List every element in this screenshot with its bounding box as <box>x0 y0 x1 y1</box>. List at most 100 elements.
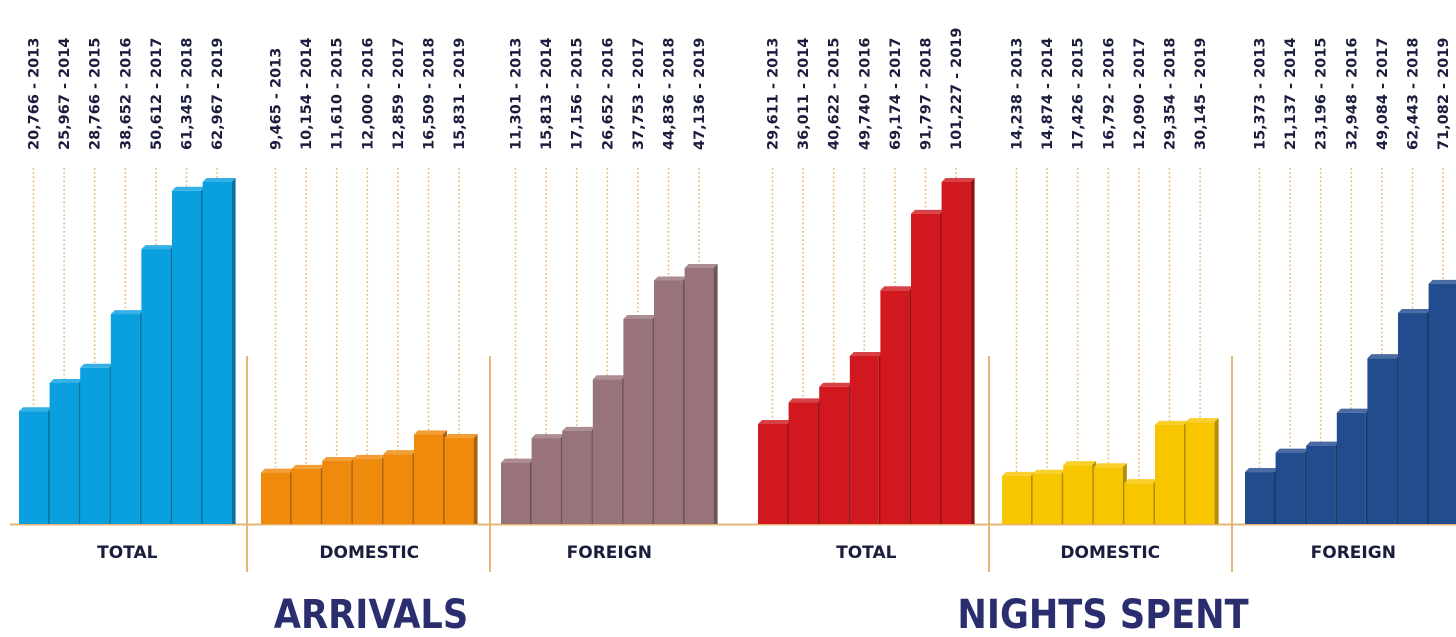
bar <box>684 263 718 524</box>
bar <box>758 419 791 524</box>
bar-front <box>322 460 352 524</box>
bar-top <box>1155 420 1188 425</box>
bar-top <box>788 398 822 403</box>
bar-side <box>970 178 975 524</box>
bar-top <box>880 286 914 291</box>
bar-group-1: 20,766 - 2013 25,967 - 2014 28,766 - 2015 3… <box>19 38 236 563</box>
data-label: 29,354 - 2018 <box>1163 38 1179 150</box>
bar-group-2: 9,465 - 2013 10,154 - 2014 11,610 - 2015 12… <box>261 38 478 563</box>
bar <box>1398 309 1431 524</box>
bar-top <box>19 407 52 412</box>
bar-front <box>880 290 910 524</box>
bar-front <box>141 249 171 524</box>
bar <box>1032 469 1066 524</box>
bar-front <box>1093 467 1123 524</box>
bar-top <box>1306 441 1340 446</box>
bar-top <box>1002 471 1035 476</box>
data-label: 12,859 - 2017 <box>391 38 407 150</box>
data-label: 61,345 - 2018 <box>180 38 196 150</box>
bar-front <box>1367 358 1397 524</box>
bar <box>1306 441 1340 524</box>
bar-front <box>110 314 140 524</box>
data-label: 15,831 - 2019 <box>452 38 468 150</box>
bar <box>562 426 596 524</box>
bar-top <box>49 378 83 383</box>
bar <box>1275 448 1309 524</box>
bar-front <box>383 454 413 524</box>
data-label: 50,612 - 2017 <box>149 38 165 150</box>
data-label: 38,652 - 2016 <box>118 38 134 150</box>
data-label: 101,227 - 2019 <box>949 27 965 150</box>
data-label: 32,948 - 2016 <box>1344 38 1360 150</box>
bar <box>110 310 144 524</box>
bar-top <box>623 314 657 319</box>
bar-top <box>322 456 356 461</box>
data-label: 49,740 - 2016 <box>857 38 873 150</box>
data-label: 36,011 - 2014 <box>796 38 812 150</box>
bar-top <box>941 178 975 182</box>
data-label: 40,622 - 2015 <box>827 38 843 150</box>
bar-front <box>788 402 818 524</box>
bar-front <box>1032 473 1062 524</box>
bar-top <box>1245 468 1278 473</box>
data-label: 91,797 - 2018 <box>919 38 935 150</box>
bar-group-4: 29,611 - 2013 36,011 - 2014 40,622 - 2015 4… <box>758 27 975 563</box>
bar-top <box>1124 479 1158 484</box>
bar-group-5: 14,238 - 2013 14,874 - 2014 17,426 - 2015 1… <box>1002 38 1219 563</box>
bar <box>352 454 386 524</box>
bar-front <box>758 423 787 524</box>
bar-top <box>444 434 478 439</box>
data-label: 71,082 - 2019 <box>1436 38 1452 150</box>
bar-front <box>849 355 879 524</box>
bar-front <box>941 182 971 524</box>
data-label: 37,753 - 2017 <box>631 38 647 150</box>
bar-top <box>654 276 687 281</box>
data-label: 16,792 - 2016 <box>1101 38 1117 150</box>
data-label: 15,813 - 2014 <box>539 38 555 150</box>
bar <box>941 178 975 524</box>
bar-front <box>501 462 530 524</box>
bar-front <box>261 472 290 524</box>
bar <box>501 458 534 524</box>
bar-front <box>202 182 232 524</box>
bar <box>414 430 447 524</box>
bar-front <box>1275 452 1305 524</box>
bar-front <box>1124 483 1154 524</box>
bar <box>291 464 325 524</box>
bar-front <box>1185 422 1215 524</box>
data-label: 12,090 - 2017 <box>1132 38 1148 150</box>
bar-side <box>231 178 236 524</box>
data-label: 23,196 - 2015 <box>1314 38 1330 150</box>
group-label: FOREIGN <box>1311 543 1396 563</box>
data-label: 16,509 - 2018 <box>422 38 438 150</box>
bar-top <box>291 464 325 469</box>
bar-front <box>654 280 683 524</box>
bar-top <box>849 351 883 356</box>
bar-front <box>592 379 622 524</box>
data-label: 10,154 - 2014 <box>299 38 315 150</box>
bar-top <box>1032 469 1066 474</box>
bar-side <box>1214 418 1219 524</box>
bar-front <box>1336 412 1366 524</box>
bar-front <box>684 267 714 524</box>
data-label: 62,967 - 2019 <box>210 38 226 150</box>
bar-front <box>1398 313 1427 524</box>
data-label: 20,766 - 2013 <box>27 38 43 150</box>
bar-side <box>713 263 718 524</box>
bar <box>444 434 478 524</box>
data-label: 69,174 - 2017 <box>888 38 904 150</box>
data-label: 15,373 - 2013 <box>1253 38 1269 150</box>
bar-top <box>1367 354 1401 359</box>
bar <box>141 245 175 524</box>
bar-top <box>911 209 944 214</box>
data-label: 14,874 - 2014 <box>1040 38 1056 150</box>
data-label: 17,426 - 2015 <box>1071 38 1087 150</box>
bar-front <box>19 411 48 524</box>
bar <box>880 286 914 524</box>
bar-top <box>414 430 447 435</box>
bar-top <box>141 245 175 250</box>
data-label: 11,301 - 2013 <box>509 38 525 150</box>
bar-group-3: 11,301 - 2013 15,813 - 2014 17,156 - 2015 2… <box>501 38 718 563</box>
